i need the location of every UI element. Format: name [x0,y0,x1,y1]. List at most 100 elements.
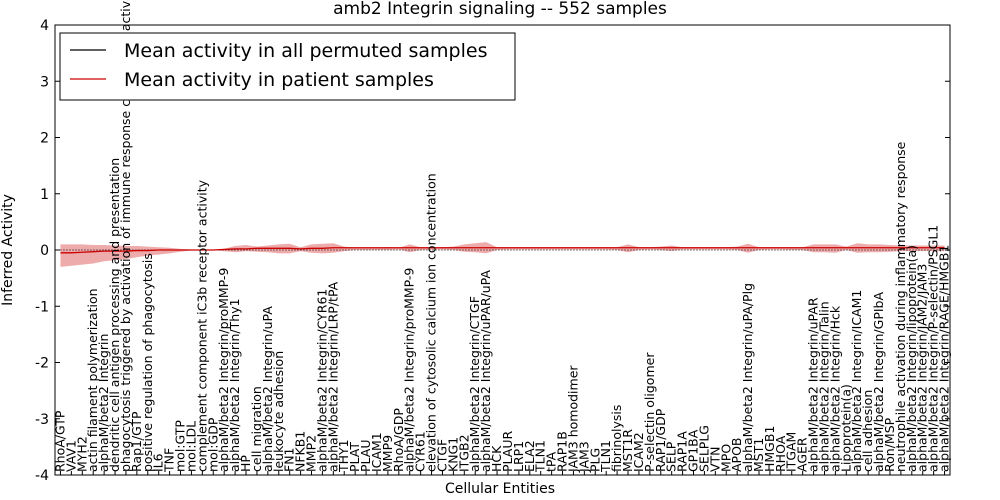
x-tick-label: MPO [718,444,733,472]
x-tick-label: TNF [162,448,177,473]
x-tick-label: alphaM/beta2 Integrin/CTGF [467,296,482,472]
legend-label: Mean activity in patient samples [124,69,434,91]
x-tick-label: PLG [587,448,602,472]
x-tick-label: phagocytosis triggered by activation of … [118,0,133,472]
x-tick-label: MMP9 [380,435,395,472]
x-tick-label: PLAT [347,442,362,472]
x-tick-label: CYR61 [413,431,428,472]
chart-title: amb2 Integrin signaling -- 552 samples [333,0,667,19]
x-tick-label: elevation of cytosolic calcium ion conce… [424,173,439,472]
activity-band [60,242,945,267]
x-tick-label: SELPLG [696,425,711,472]
x-tick-label: MST1 [751,438,766,472]
x-tick-label: RAP1B [555,431,570,472]
x-tick-label: THY1 [336,439,351,473]
x-tick-label: alphaM/beta2 Integrin/RAGE/HMGB1 [937,245,952,472]
x-tick-label: TLN1 [598,440,613,473]
x-tick-label: alphaM/beta2 Integrin/P-selectin/PSGL1 [926,225,941,472]
y-tick-label: 3 [40,74,49,90]
x-tick-label: alphaM/beta2 Integrin/uPAR [806,297,821,472]
x-tick-label: alphaM/beta2 Integrin/lipoprotein(a) [904,245,919,472]
x-tick-label: RAP1A [675,431,690,472]
legend-box [59,32,516,101]
y-axis-title: Inferred Activity [0,194,16,306]
x-tick-label: cell adhesion [860,390,875,472]
x-tick-label: alphaM/beta2 Integrin/proMMP-9 [216,268,231,472]
x-tick-label: alphaM/beta2 Integrin/uPA [260,306,275,472]
x-tick-label: mol:GDP [205,417,220,472]
x-tick-label: alphaM/beta2 Integrin/LRP/tPA [325,281,340,472]
x-tick-label: RAP1/GDP [653,408,668,472]
x-tick-label: PLAUR [500,431,515,472]
x-tick-label: MST1R [620,429,635,472]
legend-label: Mean activity in all permuted samples [124,40,487,62]
x-tick-label: neutrophile activation during inflammato… [893,141,908,472]
x-tick-label: ICAM2 [631,432,646,472]
x-tick-label: MMP2 [303,435,318,472]
x-tick-label: alphaM/beta2 Integrin/Thy1 [227,298,242,472]
x-tick-label: alphaM/beta2 Integrin/proMMP-9 [402,268,417,472]
x-tick-label: fibrinolysis [609,405,624,472]
x-tick-label: alphaM/beta2 Integrin/Talin [816,301,831,472]
x-tick-label: P-selectin oligomer [642,352,657,472]
x-tick-label: mol:GTP [173,420,188,472]
x-tick-label: ITGB2 [456,434,471,472]
x-tick-label: LRP1 [511,441,526,472]
x-tick-label: actin filament polymerization [85,288,100,472]
x-tick-label: ITGAM [784,432,799,472]
x-tick-label: alphaM/beta2 Integrin [96,334,111,472]
x-tick-label: alphaM/beta2 Integrin/uPA/Plg [740,283,755,472]
x-tick-label: complement component iC3b receptor activ… [194,179,209,472]
x-tick-label: alphaM/beta2 Integrin/uPAR/uPA [478,270,493,472]
x-tick-label: APOB [729,437,744,472]
x-tick-label: AGER [795,437,810,472]
x-tick-label: ICAM1 [369,432,384,472]
y-tick-label: 4 [40,18,49,34]
x-tick-label: IL6 [151,453,166,472]
x-tick-label: mol:LDL [183,421,198,472]
x-tick-label: alphaM/beta2 Integrin/CYR61 [314,289,329,472]
x-tick-label: VAV1 [63,440,78,472]
y-tick-label: -1 [35,299,49,315]
x-tick-label: alphaM/beta2 Integrin/GPIbA [871,292,886,472]
x-tick-label: ELA2 [522,440,537,472]
x-tick-label: SELP [664,441,679,472]
x-axis-title: Cellular Entities [445,481,555,497]
x-tick-label: NFKB1 [293,431,308,472]
x-tick-label: HMGB1 [762,426,777,472]
x-tick-label: KNG1 [445,437,460,472]
x-tick-label: Rap1/GTP [129,411,144,472]
x-tick-label: Ron/MSP [882,417,897,472]
x-tick-label: HP [238,455,253,472]
x-tick-label: RhoA/GTP [52,410,67,472]
y-tick-label: 2 [40,131,49,147]
x-tick-label: TLN1 [533,440,548,473]
x-tick-label: JAM3 homodimer [565,365,580,473]
x-tick-label: positive regulation of phagocytosis [140,253,155,472]
y-tick-label: -3 [35,412,49,428]
y-tick-label: -2 [35,356,49,372]
x-tick-label: VTN [707,446,722,472]
x-tick-label: PLAU [358,440,373,473]
x-tick-label: GP1BA [686,429,701,472]
x-tick-label: tPA [544,451,559,472]
x-tick-label: RHOA [773,435,788,472]
x-tick-label: alphaM/beta2 Integrin/Hck [827,305,842,472]
x-tick-label: JAM3 [576,441,591,473]
x-tick-label: RhoA/GDP [391,408,406,472]
y-tick-label: 0 [40,243,49,259]
x-tick-label: MYH2 [74,436,89,472]
x-tick-label: cell migration [249,386,264,472]
x-tick-label: alphaM/beta2 Integrin/ICAM1 [849,290,864,472]
x-tick-label: FN1 [282,448,297,473]
x-tick-label: alphaM/beta2 Integrin/JAM2/JAM3 [915,264,930,472]
x-tick-label: HCK [489,445,504,472]
x-tick-label: dendritic cell antigen processing and pr… [107,158,122,472]
y-tick-label: -4 [35,468,49,484]
x-tick-label: Lipoprotein(a) [838,384,853,472]
x-tick-label: leukocyte adhesion [271,351,286,472]
x-tick-label: CTGF [434,439,449,472]
patient-mean-line [60,247,945,254]
y-tick-label: 1 [40,187,49,203]
